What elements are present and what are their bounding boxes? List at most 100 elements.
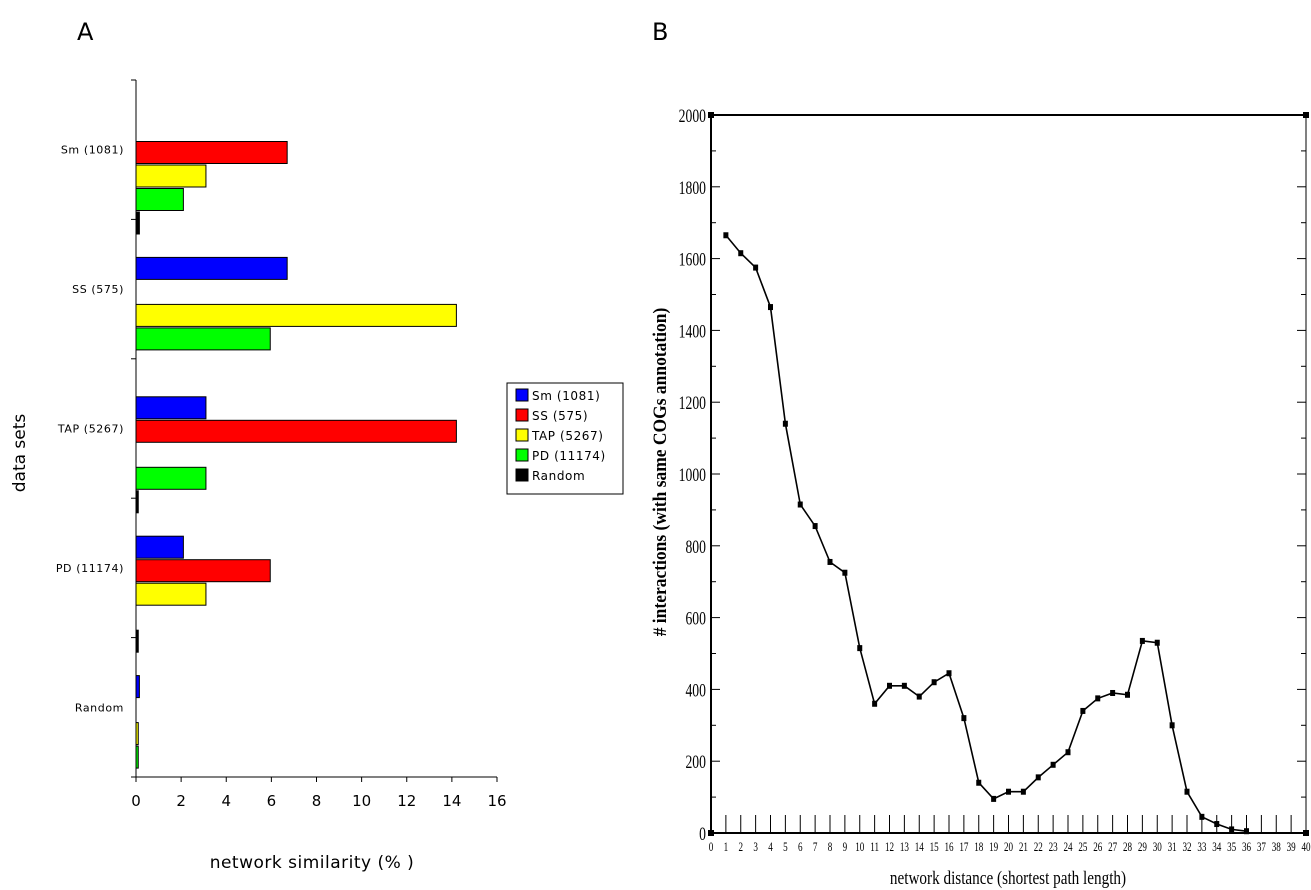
x-tick-label: 7 — [813, 841, 818, 855]
x-tick-label: 35 — [1227, 841, 1236, 855]
bar — [135, 327, 271, 351]
bar — [135, 629, 139, 653]
x-tick-label: 16 — [487, 792, 506, 810]
y-axis-label: data sets — [10, 414, 30, 493]
x-tick-label: 12 — [397, 792, 416, 810]
x-tick-label: 37 — [1257, 841, 1266, 855]
bar — [135, 256, 288, 280]
bar — [135, 745, 139, 769]
legend-entry: Sm (1081) — [532, 389, 600, 403]
data-point — [827, 558, 833, 565]
bar — [135, 466, 207, 490]
y-category-label: SS (575) — [72, 283, 124, 296]
x-axis-label: network similarity (% ) — [210, 853, 415, 873]
x-tick-label: 10 — [352, 792, 371, 810]
data-point — [1065, 749, 1071, 756]
x-tick-label: 26 — [1093, 841, 1102, 855]
x-tick-label: 31 — [1168, 841, 1177, 855]
data-point — [931, 679, 937, 686]
data-point — [961, 715, 967, 722]
data-point — [1244, 828, 1249, 835]
x-tick-label: 21 — [1019, 841, 1028, 855]
plot-frame — [710, 114, 1307, 834]
x-tick-label: 36 — [1242, 841, 1251, 855]
data-point — [1080, 707, 1086, 714]
data-point — [1199, 813, 1205, 820]
bar — [135, 188, 184, 211]
x-tick-label: 19 — [989, 841, 998, 855]
bar — [135, 535, 184, 559]
x-tick-label: 13 — [900, 841, 909, 855]
x-tick-label: 2 — [176, 792, 186, 810]
x-tick-label: 34 — [1212, 841, 1221, 855]
x-tick-label: 40 — [1301, 841, 1310, 855]
x-tick-label: 11 — [870, 841, 879, 855]
bar — [135, 396, 207, 420]
data-point — [1035, 774, 1041, 781]
x-tick-label: 0 — [709, 841, 714, 855]
data-point — [812, 523, 818, 530]
x-tick-label: 9 — [843, 841, 848, 855]
y-tick-label: 0 — [699, 823, 706, 845]
x-tick-label: 30 — [1153, 841, 1162, 855]
data-point — [1006, 788, 1011, 795]
y-tick-label: 1000 — [679, 464, 706, 486]
x-tick-label: 12 — [885, 841, 894, 855]
data-point — [976, 779, 982, 786]
data-point — [723, 232, 729, 239]
data-point — [738, 250, 744, 257]
y-category-label: TAP (5267) — [57, 423, 124, 436]
x-tick-label: 14 — [915, 841, 924, 855]
y-category-label: PD (11174) — [56, 562, 124, 575]
legend-swatch — [515, 408, 529, 422]
x-axis-label: network distance (shortest path length) — [890, 867, 1126, 888]
data-point — [1229, 826, 1235, 833]
y-tick-label: 600 — [685, 607, 706, 629]
x-tick-label: 17 — [959, 841, 968, 855]
x-tick-label: 28 — [1123, 841, 1132, 855]
x-tick-label: 29 — [1138, 841, 1147, 855]
data-point — [1214, 821, 1220, 828]
x-tick-label: 6 — [267, 792, 277, 810]
x-tick-label: 25 — [1078, 841, 1087, 855]
data-point — [887, 682, 892, 689]
y-tick-label: 1400 — [679, 320, 706, 342]
x-tick-label: 23 — [1049, 841, 1058, 855]
x-tick-label: 27 — [1108, 841, 1117, 855]
x-tick-label: 20 — [1004, 841, 1013, 855]
bar — [135, 582, 207, 606]
bar — [135, 211, 140, 235]
x-tick-label: 0 — [131, 792, 141, 810]
x-tick-label: 6 — [798, 841, 803, 855]
data-point — [1154, 639, 1160, 646]
y-tick-label: 400 — [685, 679, 706, 701]
data-point — [1095, 695, 1101, 702]
panel-a-label: A — [77, 18, 94, 46]
data-point — [1169, 722, 1175, 729]
x-tick-label: 32 — [1182, 841, 1191, 855]
x-tick-label: 38 — [1272, 841, 1281, 855]
x-tick-label: 33 — [1197, 841, 1206, 855]
bar — [135, 303, 457, 327]
x-tick-label: 14 — [442, 792, 461, 810]
data-point — [1139, 637, 1145, 644]
data-point — [1110, 689, 1116, 696]
data-point — [991, 795, 997, 802]
data-point — [1050, 761, 1056, 768]
x-tick-label: 8 — [312, 792, 322, 810]
bar — [135, 675, 140, 699]
legend: Sm (1081) SS (575) TAP (5267) PD (11174) Ran… — [506, 382, 624, 495]
legend-swatch — [515, 428, 529, 442]
x-tick-label: 8 — [828, 841, 833, 855]
x-tick-label: 24 — [1063, 841, 1072, 855]
data-point — [1184, 788, 1190, 795]
bar — [135, 419, 457, 443]
bar — [135, 164, 207, 188]
bar — [135, 141, 288, 164]
y-tick-label: 200 — [685, 751, 706, 773]
data-point — [857, 645, 863, 652]
x-tick-label: 4 — [221, 792, 231, 810]
data-point — [872, 700, 878, 707]
data-point — [901, 682, 907, 689]
x-tick-label: 1 — [724, 841, 729, 855]
